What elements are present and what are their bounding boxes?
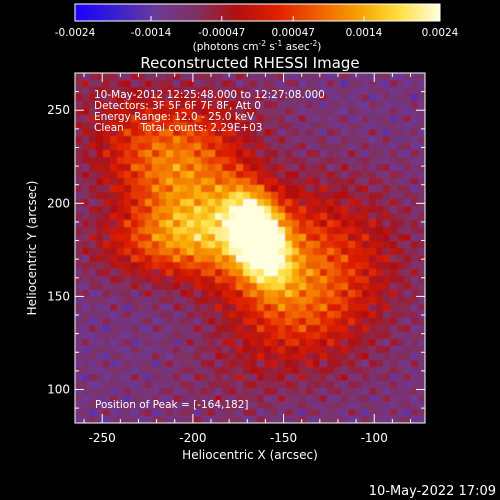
colorbar-tick-label: 0.0024: [422, 27, 459, 39]
colorbar-ticks: -0.0024 -0.0014 -0.00047 0.00047 0.0014 0.002…: [55, 16, 459, 39]
y-axis-label: Heliocentric Y (arcsec): [25, 181, 39, 316]
colorbar-units: (photons cm-2 s-1 asec-2): [193, 39, 322, 53]
annotation-detectors: Detectors: 3F 5F 6F 7F 8F, Att 0: [94, 100, 261, 112]
y-tick-label: 250: [47, 103, 70, 117]
chart-title: Reconstructed RHESSI Image: [140, 54, 359, 72]
colorbar-tick-label: -0.00047: [198, 27, 245, 39]
colorbar-tick-label: -0.0024: [55, 27, 96, 39]
footer-timestamp: 10-May-2022 17:09: [369, 484, 496, 499]
y-tick-label: 150: [47, 289, 70, 303]
y-tick-label: 200: [47, 196, 70, 210]
colorbar: [74, 3, 441, 22]
annotation-time: 10-May-2012 12:25:48.000 to 12:27:08.000: [94, 89, 325, 101]
annotation-method: Clean Total counts: 2.29E+03: [94, 122, 263, 134]
colorbar-tick-label: 0.00047: [272, 27, 315, 39]
x-axis-label: Heliocentric X (arcsec): [182, 448, 318, 462]
x-tick-label: -150: [270, 431, 297, 445]
heatmap-image: [75, 73, 425, 423]
axis-ticks: -250 -200 -150 -100 100 150 200 250: [47, 73, 425, 445]
annotation-energy: Energy Range: 12.0 - 25.0 keV: [94, 111, 255, 123]
x-tick-label: -200: [179, 431, 206, 445]
x-tick-label: -100: [361, 431, 388, 445]
colorbar-tick-label: 0.0014: [346, 27, 383, 39]
plot-frame: [74, 72, 426, 424]
y-tick-label: 100: [47, 382, 70, 396]
colorbar-tick-label: -0.0014: [131, 27, 172, 39]
x-tick-label: -250: [89, 431, 116, 445]
annotation-peak: Position of Peak = [-164,182]: [95, 399, 249, 411]
